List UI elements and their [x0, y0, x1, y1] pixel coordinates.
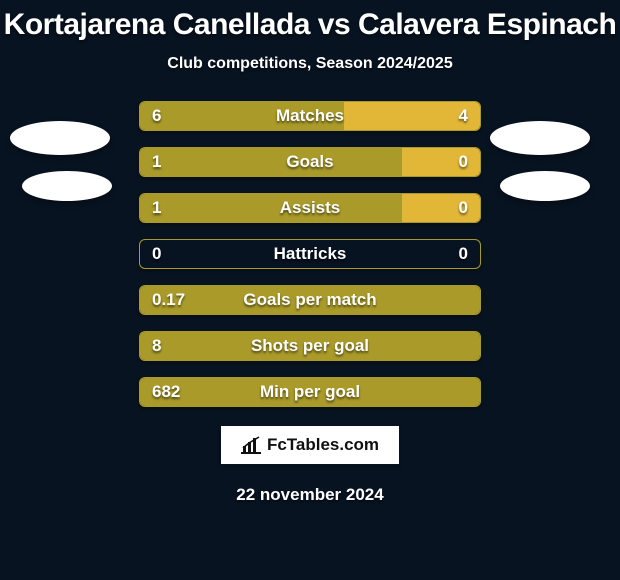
date-text: 22 november 2024	[0, 485, 620, 505]
stat-row: Hattricks 0 0	[139, 239, 481, 269]
brand-badge[interactable]: FcTables.com	[220, 425, 400, 465]
stat-row: Matches 6 4	[139, 101, 481, 131]
player-left-avatar-1	[10, 121, 110, 155]
stat-value-left: 682	[152, 382, 180, 402]
stat-label: Assists	[280, 198, 340, 218]
stat-row: Goals per match 0.17	[139, 285, 481, 315]
stat-bar-right	[402, 194, 480, 222]
stat-value-right: 0	[459, 244, 468, 264]
page-title: Kortajarena Canellada vs Calavera Espina…	[0, 8, 620, 41]
stat-label: Hattricks	[274, 244, 347, 264]
comparison-card: Kortajarena Canellada vs Calavera Espina…	[0, 0, 620, 580]
stat-value-left: 1	[152, 152, 161, 172]
stat-value-right: 0	[459, 152, 468, 172]
stat-value-left: 0.17	[152, 290, 185, 310]
stat-value-right: 4	[459, 106, 468, 126]
stat-bar-right	[402, 148, 480, 176]
stat-value-right: 0	[459, 198, 468, 218]
stat-value-left: 6	[152, 106, 161, 126]
stat-row: Goals 1 0	[139, 147, 481, 177]
page-subtitle: Club competitions, Season 2024/2025	[0, 55, 620, 73]
stat-label: Shots per goal	[251, 336, 369, 356]
stats-area: Matches64Goals10Assists10Hattricks00Goal…	[0, 101, 620, 407]
stat-label: Min per goal	[260, 382, 360, 402]
stat-value-left: 0	[152, 244, 161, 264]
stat-value-left: 8	[152, 336, 161, 356]
stat-label: Goals	[286, 152, 333, 172]
player-right-avatar-1	[490, 121, 590, 155]
chart-icon	[241, 436, 261, 454]
stat-label: Matches	[276, 106, 344, 126]
player-left-avatar-2	[22, 171, 112, 201]
stat-label: Goals per match	[243, 290, 376, 310]
stat-row: Assists 1 0	[139, 193, 481, 223]
stat-row: Shots per goal 8	[139, 331, 481, 361]
player-right-avatar-2	[500, 171, 590, 201]
stat-bar-left	[140, 194, 402, 222]
brand-text: FcTables.com	[267, 435, 379, 455]
stat-value-left: 1	[152, 198, 161, 218]
stat-row: Min per goal 682	[139, 377, 481, 407]
stat-bar-left	[140, 148, 402, 176]
